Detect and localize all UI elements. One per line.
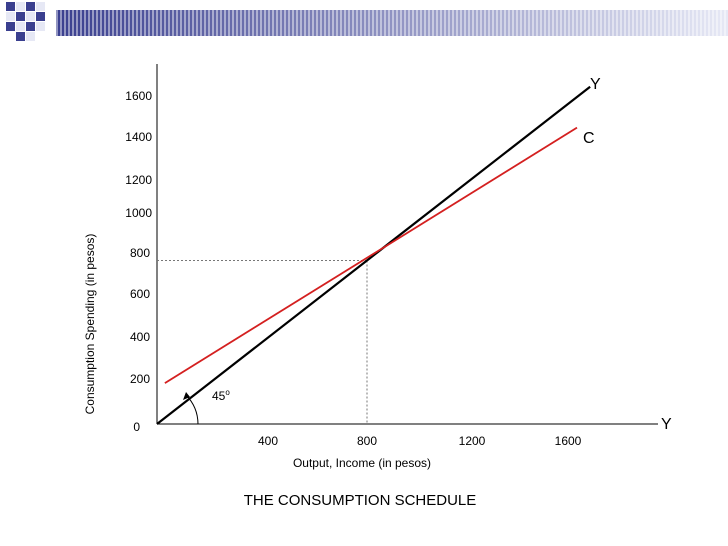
banner-check-square [16, 12, 25, 21]
banner-check-square [16, 22, 25, 31]
y-tick-label: 0 [133, 420, 140, 434]
angle-arrowhead-icon [183, 392, 190, 400]
series-line-y-45deg [156, 85, 591, 425]
degree-mark: o [225, 388, 230, 397]
banner-check-square [6, 22, 15, 31]
banner-check-square [16, 2, 25, 11]
y-line-label: Y [590, 76, 601, 93]
x-tick-label: 800 [357, 434, 377, 448]
banner-check-square [6, 12, 15, 21]
y-tick-labels: 0 200 400 600 800 1000 1200 1400 1600 [125, 89, 152, 434]
banner-check-square [16, 32, 25, 41]
header-banner [6, 2, 728, 41]
banner-check-square [26, 12, 35, 21]
y-tick-label: 1600 [125, 89, 152, 103]
banner-stripe-overlay [56, 10, 728, 36]
y-axis-title: Consumption Spending (in pesos) [83, 234, 97, 415]
banner-check-square [36, 22, 45, 31]
c-line-label: C [583, 130, 595, 147]
x-tick-label: 1600 [555, 434, 582, 448]
banner-check-square [6, 2, 15, 11]
angle-value: 45 [212, 389, 226, 403]
x-tick-label: 1200 [459, 434, 486, 448]
banner-check-square [26, 32, 35, 41]
y-tick-label: 1000 [125, 206, 152, 220]
angle-label: 45o [212, 388, 230, 403]
banner-check-square [36, 2, 45, 11]
x-axis-end-label: Y [661, 416, 672, 433]
y-tick-label: 600 [130, 287, 150, 301]
y-tick-label: 400 [130, 330, 150, 344]
x-tick-labels: 400 800 1200 1600 [258, 434, 582, 448]
banner-check-square [26, 22, 35, 31]
y-tick-label: 1400 [125, 130, 152, 144]
y-tick-label: 1200 [125, 173, 152, 187]
banner-check-square [26, 2, 35, 11]
chart-title: THE CONSUMPTION SCHEDULE [244, 492, 477, 509]
series-line-consumption [164, 126, 578, 384]
x-axis-title: Output, Income (in pesos) [293, 456, 431, 470]
x-tick-label: 400 [258, 434, 278, 448]
y-tick-label: 200 [130, 372, 150, 386]
y-tick-label: 800 [130, 246, 150, 260]
banner-check-square [36, 12, 45, 21]
